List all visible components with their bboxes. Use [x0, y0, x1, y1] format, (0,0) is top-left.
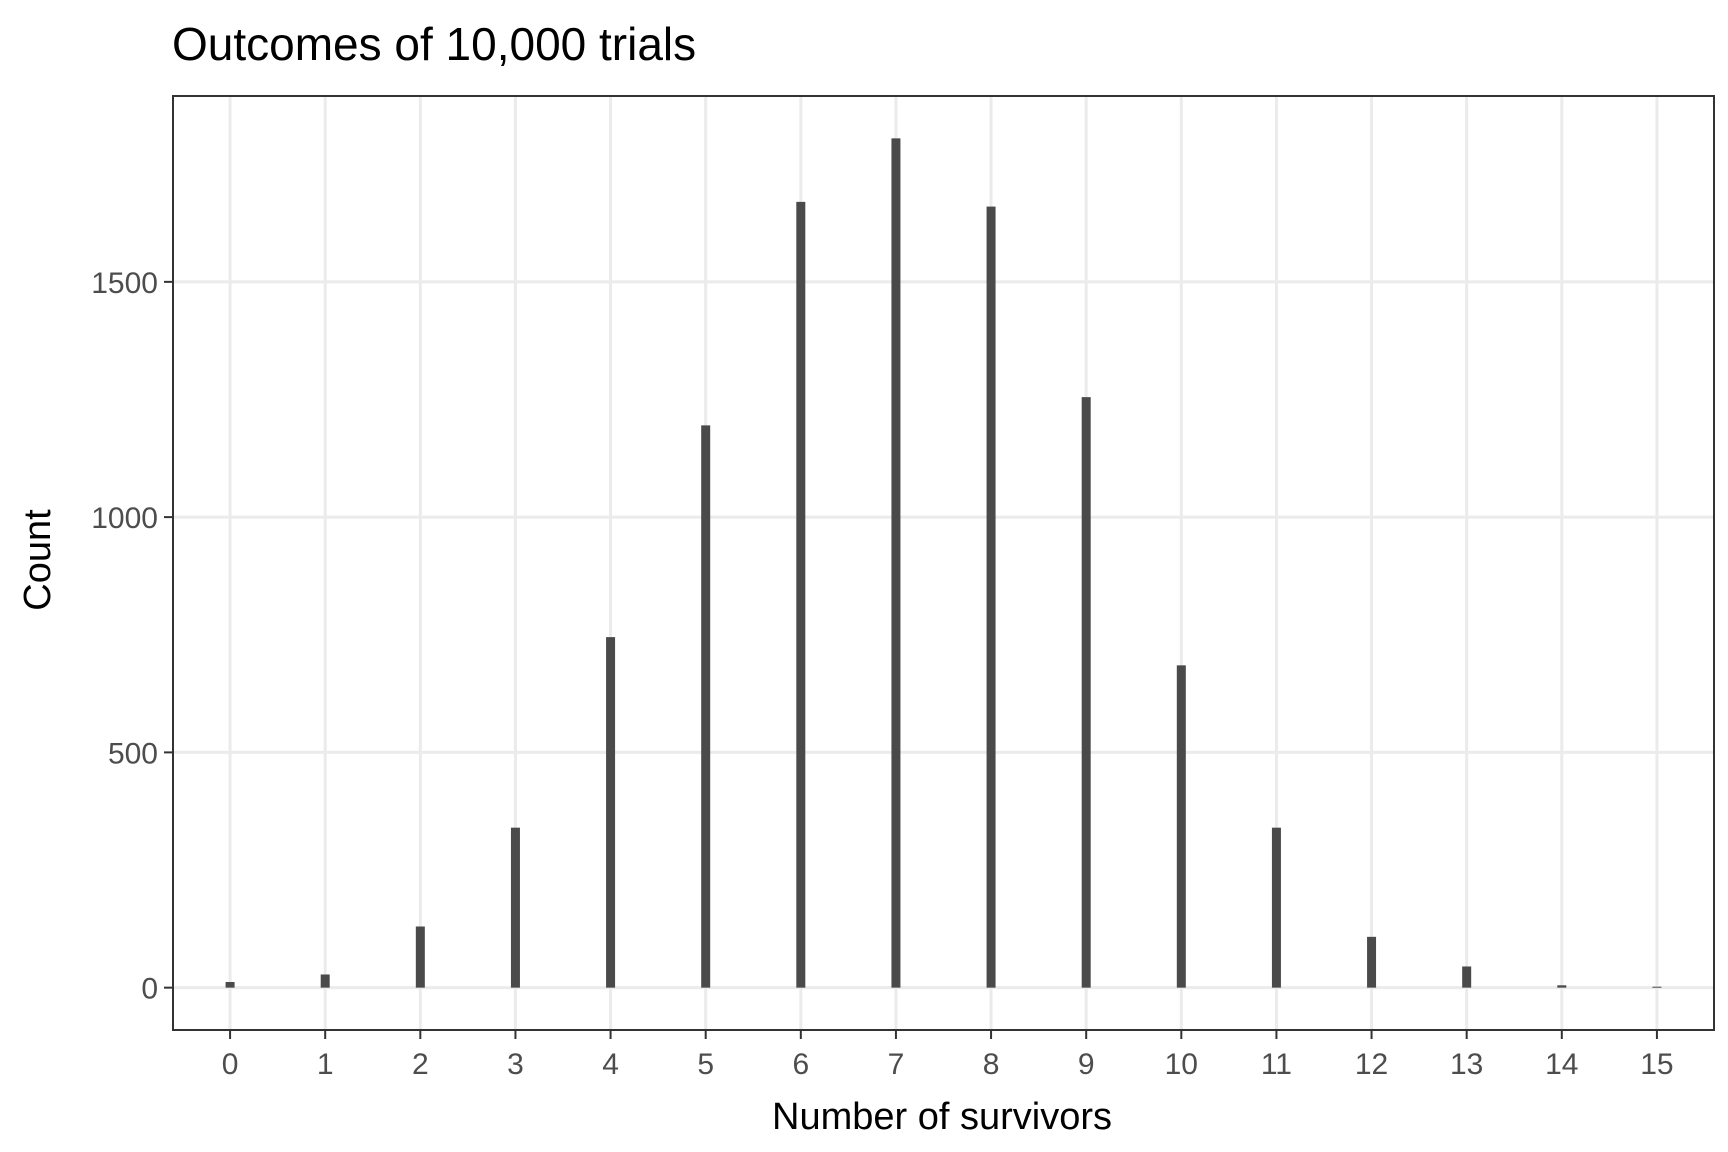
x-axis-title: Number of survivors	[772, 1096, 1112, 1138]
x-tick-label: 15	[1640, 1048, 1673, 1081]
chart-title: Outcomes of 10,000 trials	[172, 18, 696, 70]
x-tick-label: 1	[317, 1048, 334, 1081]
bar-0	[225, 982, 235, 988]
bar-7	[891, 138, 901, 988]
y-tick-label: 500	[108, 737, 158, 770]
plot-panel-border	[172, 95, 1715, 1031]
bar-4	[606, 637, 616, 988]
x-tick-label: 4	[602, 1048, 619, 1081]
x-tick-label: 7	[888, 1048, 905, 1081]
bar-6	[796, 201, 806, 988]
bar-14	[1557, 985, 1567, 988]
x-tick-label: 0	[222, 1048, 239, 1081]
bar-10	[1176, 665, 1186, 988]
x-tick-label: 9	[1078, 1048, 1095, 1081]
x-tick-label: 11	[1261, 1048, 1292, 1081]
bars	[225, 138, 1662, 988]
bar-3	[510, 827, 520, 988]
x-tick-label: 10	[1165, 1048, 1198, 1081]
bar-13	[1462, 966, 1472, 988]
bar-8	[986, 206, 996, 988]
bar-9	[1081, 397, 1091, 988]
bar-1	[320, 974, 330, 988]
x-tick-label: 6	[792, 1048, 809, 1081]
x-tick-label: 2	[412, 1048, 429, 1081]
y-tick-label: 0	[141, 973, 158, 1006]
y-tick-label: 1500	[91, 267, 158, 300]
y-axis-title: Count	[17, 509, 59, 611]
bar-15	[1652, 986, 1662, 988]
x-tick-label: 3	[507, 1048, 524, 1081]
bar-11	[1271, 827, 1281, 988]
x-tick-label: 8	[983, 1048, 1000, 1081]
x-tick-label: 13	[1450, 1048, 1483, 1081]
bar-12	[1367, 936, 1377, 988]
x-tick-label: 12	[1355, 1048, 1388, 1081]
bar-5	[701, 425, 711, 988]
y-tick-label: 1000	[91, 502, 158, 535]
x-tick-label: 14	[1545, 1048, 1578, 1081]
bar-2	[415, 926, 425, 988]
gridlines	[173, 96, 1714, 1030]
x-tick-label: 5	[697, 1048, 714, 1081]
